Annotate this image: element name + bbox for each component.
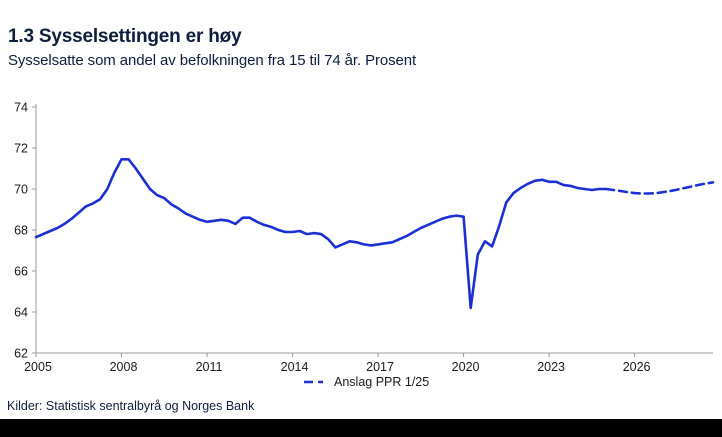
y-tick-label: 74 <box>14 101 28 115</box>
y-tick-label: 72 <box>14 142 28 156</box>
legend-dashed-line-sample <box>304 380 330 383</box>
series-line-history <box>34 158 608 310</box>
chart-legend: Anslag PPR 1/25 <box>303 374 429 389</box>
x-tick-label: 2005 <box>24 360 52 374</box>
y-tick-label: 66 <box>14 265 28 279</box>
x-tick-label: 2026 <box>623 360 651 374</box>
footer-bar <box>0 419 722 437</box>
series-line-forecast <box>604 181 715 195</box>
y-tick-label: 70 <box>14 183 28 197</box>
y-tick-label: 62 <box>14 347 28 361</box>
y-tick-label: 68 <box>14 224 28 238</box>
x-tick-label: 2017 <box>366 360 394 374</box>
legend-label: Anslag PPR 1/25 <box>334 374 430 389</box>
x-tick-label: 2014 <box>281 360 309 374</box>
x-tick-label: 2023 <box>537 360 565 374</box>
x-tick-label: 2008 <box>110 360 138 374</box>
x-tick-label: 2020 <box>452 360 480 374</box>
page-subtitle: Sysselsatte som andel av befolkningen fr… <box>8 52 417 69</box>
source-text: Kilder: Statistisk sentralbyrå og Norges… <box>7 399 255 413</box>
x-tick-label: 2011 <box>196 360 223 374</box>
y-tick-label: 64 <box>14 306 28 320</box>
page-title: 1.3 Sysselsettingen er høy <box>8 26 242 47</box>
